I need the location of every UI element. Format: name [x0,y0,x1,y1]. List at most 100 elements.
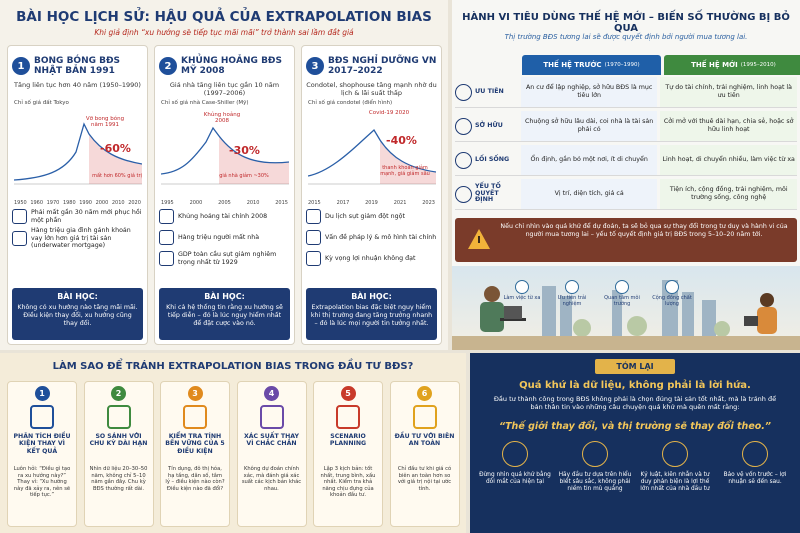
generation-header: THẾ HỆ TRƯỚC (1970–1990) [522,55,661,75]
year-label: 1960 [30,200,44,206]
trend-line [14,122,142,181]
lesson-text: Extrapolation bias đặc biệt nguy hiểm kh… [310,304,433,327]
warning-box: Nếu chỉ nhìn vào quá khứ để dự đoán, ta … [455,218,797,262]
year-label: 2020 [128,200,141,206]
impact: Kỳ vọng lợi nhuận không đạt [306,248,437,269]
header-name: THẾ HỆ MỚI [691,61,738,69]
history-subtitle: Khi giả định “xu hướng sẽ tiếp tục mãi m… [94,28,354,37]
impact-text: Phải mất gần 30 năm mới phục hồi một phầ… [31,208,142,224]
history-title: BÀI HỌC LỊCH SỬ: HẬU QUẢ CỦA EXTRAPOLATI… [16,9,432,25]
impact-text: Khủng hoảng tài chính 2008 [178,212,268,220]
chart-graphic [14,122,142,185]
x-axis: 2015 2017 2019 2021 2023 [308,200,435,206]
summary-headline: Quá khứ là dữ liệu, không phải là lời hứ… [519,380,751,391]
summary-text: Đầu tư thành công trong BĐS không phải l… [493,395,777,412]
trend-label: Làm việc từ xa [503,295,541,301]
trend: Quan tâm môi trường [600,280,644,307]
event-label: Covid-19 2020 [368,110,410,116]
header-years: (1995–2010) [740,62,776,68]
trend-line [161,126,289,175]
step-icon [336,405,360,429]
drop-note: mất hơn 60% giá trị [92,173,142,179]
year-label: 2000 [189,200,203,206]
impact: Du lịch sụt giảm đột ngột [306,206,437,227]
impact: Hàng triệu gia đình gánh khoản vay lớn h… [12,227,143,250]
drop-label: -40% [386,134,417,147]
step-card: 1 PHÂN TÍCH ĐIỀU KIỆN THAY VÌ KẾT QUẢ Luôn… [7,381,77,527]
drop-note: giá nhà giảm ~30% [219,173,269,179]
point-icon [502,441,528,467]
impact-text: Vấn đề pháp lý & mô hình tài chính [325,233,437,241]
lesson-box: BÀI HỌC: Khi cả hệ thống tin rằng xu hướn… [159,288,290,340]
generation-title: HÀNH VI TIÊU DÙNG THẾ HỆ MỚI – BIẾN SỐ T… [462,12,790,34]
step-card: 4 XÁC SUẤT THAY VÌ CHẮC CHẮN Không dự đoán… [236,381,307,527]
trend-icon [615,280,629,294]
step-text: Chỉ đầu tư khi giá có biên an toàn hơn s… [397,466,452,492]
illustration [452,266,800,350]
mini-chart: Chỉ số giá nhà Case-Shiller (Mỹ) Khủng ho… [159,100,290,206]
case-number: 3 [306,57,324,75]
step-icon [106,405,131,429]
summary-point: Hãy đầu tư dựa trên hiểu biết sâu sắc, k… [558,441,632,494]
year-label: 1950 [14,200,27,206]
row-label-text: YẾU TỐ QUYẾT ĐỊNH [475,182,501,204]
step-title: SO SÁNH VỚI CHU KỲ DÀI HẠN [89,433,148,448]
lesson-title: BÀI HỌC: [57,292,98,301]
point-text: Đừng nhìn quá khứ bằng đôi mắt của hiện … [479,472,551,486]
event-label: Khủng hoảng 2008 [203,112,241,125]
impact-icon [159,209,174,224]
step-number: 4 [264,386,279,401]
step-number: 2 [111,386,126,401]
trend: Cộng đồng chất lượng [650,280,694,307]
lesson-title: BÀI HỌC: [204,292,245,301]
year-label: 2019 [365,200,378,206]
step-icon [412,405,437,429]
generation-header: THẾ HỆ MỚI (1995–2010) [664,55,800,75]
step-number: 3 [187,386,203,401]
row-label: YẾU TỐ QUYẾT ĐỊNH [455,179,518,209]
step-text: Luôn hỏi: “Điều gì tạo ra xu hướng này?”… [13,466,71,498]
row-icon [455,185,472,203]
old-cell: Chuộng sở hữu lâu dài, coi nhà là tài sả… [520,111,658,141]
generation-panel: HÀNH VI TIÊU DÙNG THẾ HỆ MỚI – BIẾN SỐ T… [452,0,800,350]
case-desc: Condotel, shophouse tăng mạnh nhờ du lịc… [306,81,437,97]
year-label: 2021 [393,200,407,206]
impact-icon [12,230,27,246]
drop-note: thanh khoản giảm mạnh, giá giảm sâu [380,165,430,177]
row-icon [455,83,472,101]
compare-row: YẾU TỐ QUYẾT ĐỊNH Vị trí, diện tích, giá … [455,179,797,210]
point-icon [742,441,768,467]
year-label: 1995 [161,200,174,206]
step-title: XÁC SUẤT THAY VÌ CHẮC CHẮN [244,433,299,448]
case-title: BĐS NGHỈ DƯỠNG VN 2017–2022 [328,55,437,76]
generation-subtitle: Thị trường BĐS tương lai sẽ được quyết đ… [504,33,748,41]
chart-label: Chỉ số giá nhà Case-Shiller (Mỹ) [161,100,249,106]
point-text: Bảo vệ vốn trước – lợi nhuận sẽ đến sau. [723,472,787,486]
mark [478,236,480,243]
compare-row: LỐI SỐNG Ổn định, gắn bó một nơi, ít di c… [455,145,797,176]
trend: Làm việc từ xa [500,280,544,302]
mini-chart: Chỉ số giá condotel (điển hình) Covid-19 … [306,100,437,206]
impact-text: Kỳ vọng lợi nhuận không đạt [325,254,416,262]
year-label: 2010 [246,200,260,206]
case-card: 1 BONG BÓNG BĐS NHẬT BẢN 1991 Tăng liên tụ… [7,45,148,345]
year-label: 2015 [275,200,288,206]
point-text: Kỷ luật, kiên nhẫn và tư duy phản biện l… [640,472,710,493]
chart-label: Chỉ số giá đất Tokyo [14,100,69,106]
history-panel: BÀI HỌC LỊCH SỬ: HẬU QUẢ CỦA EXTRAPOLATI… [0,0,448,350]
row-label: ƯU TIÊN [455,77,518,107]
impact-icon [306,209,321,224]
impact: Vấn đề pháp lý & mô hình tài chính [306,227,437,248]
year-label: 1980 [62,200,76,206]
point-text: Hãy đầu tư dựa trên hiểu biết sâu sắc, k… [558,472,632,493]
compare-row: SỞ HỮU Chuộng sở hữu lâu dài, coi nhà là … [455,111,797,142]
row-label-text: SỞ HỮU [475,121,503,129]
year-label: 2010 [111,200,125,206]
case-number: 1 [12,57,30,75]
event-label: Vỡ bong bóng năm 1991 [85,116,125,129]
impact-text: Hàng triệu gia đình gánh khoản vay lớn h… [31,227,131,250]
step-icon [259,405,284,429]
step-card: 5 SCENARIO PLANNING Lập 3 kịch bản: tốt nh… [313,381,383,527]
year-label: 2000 [95,200,109,206]
